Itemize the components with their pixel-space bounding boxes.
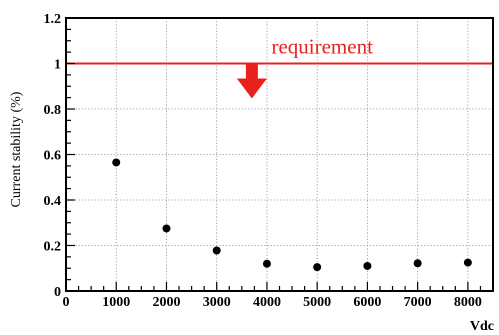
data-point [313, 263, 322, 272]
x-tick-label: 2000 [152, 295, 180, 310]
requirement-arrow [236, 63, 267, 99]
y-tick-label: 0.6 [44, 149, 62, 164]
x-tick-label: 7000 [404, 295, 432, 310]
data-points [112, 158, 472, 272]
data-point [262, 259, 271, 268]
y-tick-label: 1.2 [44, 12, 62, 27]
y-axis-title: Current stability (%) [9, 91, 24, 207]
y-tick-label: 1 [54, 58, 61, 73]
data-point [363, 261, 372, 270]
y-tick-label: 0.8 [44, 103, 62, 118]
data-point [162, 224, 171, 233]
x-axis-title: Vdc [470, 319, 494, 334]
grid [66, 17, 493, 291]
y-tick-label: 0.4 [44, 194, 62, 209]
data-point [413, 259, 422, 268]
x-tick-label: 0 [63, 295, 70, 310]
tick-labels: 0 1000 2000 3000 4000 5000 6000 7000 8000 0 0.2 0.4… [44, 12, 482, 310]
y-tick-label: 0 [54, 285, 61, 300]
axis-ticks [65, 17, 494, 292]
x-tick-label: 6000 [353, 295, 381, 310]
requirement-label: requirement [271, 35, 373, 59]
x-tick-label: 4000 [253, 295, 281, 310]
y-tick-label: 0.2 [44, 240, 62, 255]
data-point [112, 158, 121, 167]
data-point [212, 246, 221, 255]
data-point [463, 258, 472, 267]
x-tick-label: 3000 [203, 295, 231, 310]
x-tick-label: 5000 [303, 295, 331, 310]
x-tick-label: 1000 [102, 295, 130, 310]
requirement-annotation: requirement [66, 35, 493, 99]
x-tick-label: 8000 [454, 295, 482, 310]
